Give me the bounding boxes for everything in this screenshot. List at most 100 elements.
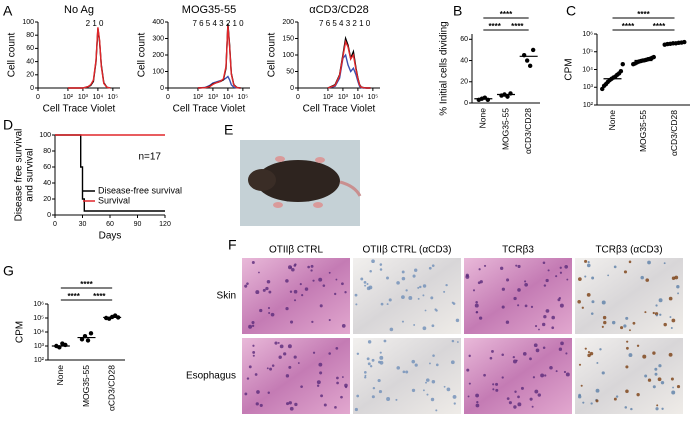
- mouse-foot: [313, 202, 323, 208]
- cell-nucleus: [430, 296, 434, 300]
- peak-labels: 7 6 5 4 3 2 1 0: [192, 19, 244, 28]
- x-tick-label: 10⁵: [108, 94, 119, 101]
- cell-nucleus: [655, 304, 658, 307]
- chart-title: MOG35-55: [182, 4, 236, 16]
- cell-nucleus: [517, 395, 520, 399]
- cell-nucleus: [341, 376, 344, 378]
- y-axis-label: CPM: [15, 321, 26, 343]
- cell-nucleus: [431, 324, 435, 328]
- cell-nucleus: [475, 393, 480, 398]
- y-tick-label: 10³: [583, 84, 594, 91]
- cell-nucleus: [435, 409, 438, 412]
- cell-nucleus: [251, 320, 255, 325]
- significance-label: ****: [500, 10, 513, 19]
- y-tick-label: 20: [43, 196, 51, 203]
- cell-nucleus: [379, 355, 384, 360]
- cell-nucleus: [466, 368, 470, 372]
- cell-nucleus: [413, 324, 416, 326]
- cell-nucleus: [344, 383, 348, 388]
- cell-nucleus: [623, 324, 627, 328]
- cell-nucleus: [412, 274, 416, 278]
- row-label: Esophagus: [186, 371, 236, 382]
- cell-nucleus: [492, 388, 495, 391]
- y-tick-label: 10⁵: [33, 315, 44, 322]
- cell-nucleus: [603, 320, 607, 325]
- cell-nucleus: [318, 277, 323, 282]
- cell-nucleus: [297, 362, 300, 364]
- cell-nucleus: [475, 403, 480, 408]
- cell-nucleus: [517, 264, 521, 269]
- cell-nucleus: [301, 294, 304, 297]
- cell-nucleus: [379, 263, 383, 266]
- cell-nucleus: [386, 276, 389, 280]
- x-tick-label: 10²: [323, 94, 334, 101]
- cell-nucleus: [401, 270, 405, 274]
- cell-nucleus: [544, 374, 547, 377]
- x-tick-label: 10⁴: [222, 94, 233, 101]
- cell-nucleus: [335, 346, 339, 350]
- cell-nucleus: [671, 276, 676, 281]
- cell-nucleus: [591, 300, 595, 304]
- significance-label: ****: [511, 22, 524, 31]
- cell-nucleus: [501, 376, 504, 379]
- cell-nucleus: [386, 303, 389, 306]
- x-tick-label: 120: [159, 221, 171, 228]
- y-tick-label: 10³: [34, 343, 45, 350]
- cell-nucleus: [522, 351, 527, 356]
- cell-nucleus: [328, 271, 331, 274]
- cell-nucleus: [672, 386, 674, 389]
- cell-nucleus: [601, 371, 605, 375]
- y-tick-label: 200: [152, 52, 164, 59]
- cell-nucleus: [492, 383, 495, 386]
- cell-nucleus: [267, 306, 271, 310]
- cell-nucleus: [584, 275, 587, 278]
- series-line: [197, 25, 241, 89]
- cell-nucleus: [334, 292, 337, 296]
- cell-nucleus: [304, 287, 309, 291]
- cell-nucleus: [320, 394, 324, 398]
- x-axis-label: Days: [99, 231, 122, 242]
- cell-nucleus: [669, 316, 672, 319]
- series-line: [197, 23, 241, 89]
- row-label: Skin: [217, 291, 236, 302]
- cell-nucleus: [268, 311, 271, 315]
- cell-nucleus: [266, 367, 269, 370]
- cell-nucleus: [277, 341, 280, 344]
- cell-nucleus: [288, 401, 292, 405]
- cell-nucleus: [625, 316, 629, 320]
- y-tick-label: 200: [282, 19, 294, 26]
- y-tick-label: 100: [282, 52, 294, 59]
- cell-nucleus: [660, 381, 665, 385]
- cell-nucleus: [558, 347, 563, 351]
- cell-nucleus: [601, 300, 606, 305]
- y-tick-label: 40: [460, 57, 468, 64]
- cell-nucleus: [252, 344, 255, 347]
- cell-nucleus: [644, 311, 647, 314]
- histology-image: [575, 338, 683, 414]
- cell-nucleus: [587, 261, 590, 264]
- cell-nucleus: [294, 402, 298, 407]
- cell-nucleus: [483, 373, 486, 377]
- cell-nucleus: [252, 350, 256, 354]
- x-tick-label: 10⁴: [352, 94, 363, 101]
- cell-nucleus: [256, 390, 260, 394]
- cell-nucleus: [661, 407, 664, 410]
- x-tick-label: MOG35-55: [81, 365, 91, 407]
- cell-nucleus: [677, 292, 679, 295]
- cell-nucleus: [285, 374, 290, 378]
- cell-nucleus: [531, 405, 534, 408]
- data-point: [530, 47, 536, 53]
- panel-letter: E: [224, 122, 233, 138]
- cell-nucleus: [501, 353, 504, 356]
- cell-nucleus: [524, 280, 527, 283]
- y-tick-label: 0: [464, 100, 468, 107]
- cell-nucleus: [434, 308, 437, 311]
- cell-nucleus: [319, 371, 323, 375]
- cell-nucleus: [564, 264, 568, 269]
- cell-nucleus: [372, 386, 376, 390]
- cell-nucleus: [658, 364, 662, 368]
- cell-nucleus: [401, 320, 404, 323]
- cell-nucleus: [424, 309, 427, 312]
- cell-nucleus: [545, 309, 550, 313]
- cell-nucleus: [545, 278, 549, 283]
